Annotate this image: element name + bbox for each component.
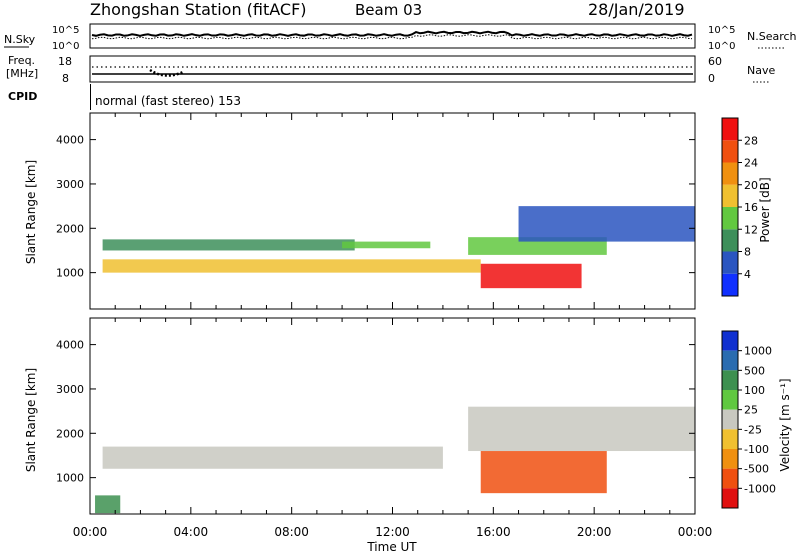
velocity-data-layer — [95, 406, 695, 514]
nsearch-label: N.Search — [747, 30, 797, 43]
freq-tick-top: 18 — [58, 55, 72, 68]
velocity-cbar-tick-label: 25 — [744, 404, 758, 417]
velocity-cbar-tick-label: -100 — [744, 443, 769, 456]
freq-tick-bottom: 8 — [62, 72, 69, 85]
echo-region — [102, 259, 481, 273]
echo-region — [342, 241, 431, 249]
power-cbar-tick-label: 24 — [744, 157, 758, 170]
power-cbar-cell — [722, 184, 738, 207]
velocity-cbar-cell — [722, 409, 738, 430]
velocity-cbar-cell — [722, 390, 738, 410]
time-tick-label: 16:00 — [476, 525, 511, 539]
power-cbar-cell — [722, 273, 738, 296]
velocity-cbar-tick-label: 100 — [744, 384, 765, 397]
freq-panel-frame — [89, 55, 696, 83]
power-axis-ticks: 1000 2000 3000 4000 — [56, 113, 696, 309]
range-tick-label: 1000 — [56, 267, 84, 280]
power-cbar-cell — [722, 118, 738, 141]
velocity-cbar-tick-label: 500 — [744, 364, 765, 377]
power-cbar-tick-label: 12 — [744, 223, 758, 236]
velocity-cbar-tick-label: -500 — [744, 463, 769, 476]
time-tick-label: 20:00 — [577, 525, 612, 539]
power-cbar-tick-label: 20 — [744, 179, 758, 192]
velocity-cbar-cell — [722, 331, 738, 351]
echo-region — [95, 495, 121, 514]
power-cbar-label: Power [dB] — [758, 177, 772, 242]
velocity-cbar-cell — [722, 468, 738, 489]
echo-region — [468, 406, 695, 452]
cpid-panel: CPID normal (fast stereo) 153 — [8, 84, 241, 110]
power-ylabel: Slant Range [km] — [24, 160, 38, 264]
freq-label: Freq. — [8, 54, 35, 67]
power-panel: 1000 2000 3000 4000 Slant Range [km] 4 8 12 16… — [24, 112, 772, 310]
time-tick-label: 00:00 — [73, 525, 108, 539]
freq-unit-label: [MHz] — [6, 67, 38, 80]
noise-tick-right-bottom: 10^0 — [708, 41, 735, 52]
power-cbar-cell — [722, 251, 738, 274]
power-cbar-cell — [722, 229, 738, 252]
noise-tick-left-bottom: 10^0 — [52, 41, 79, 52]
power-cbar-cell — [722, 162, 738, 185]
noise-tick-left-top: 10^5 — [52, 25, 79, 36]
time-tick-label: 04:00 — [174, 525, 209, 539]
power-cbar-cell — [722, 207, 738, 230]
range-tick-label: 1000 — [56, 472, 84, 485]
velocity-cbar-cell — [722, 350, 738, 371]
range-tick-label: 2000 — [56, 222, 84, 235]
noise-search-line — [91, 34, 693, 40]
power-colorbar: 4 8 12 16 20 24 28 — [721, 117, 758, 297]
velocity-cbar-tick-label: 1000 — [744, 345, 772, 358]
range-tick-label: 3000 — [56, 383, 84, 396]
range-tick-label: 4000 — [56, 134, 84, 147]
noise-panel-frame — [89, 23, 696, 49]
time-tick-label: 12:00 — [375, 525, 410, 539]
x-axis-labels: 00:00 04:00 08:00 12:00 16:00 20:00 00:00 — [73, 525, 713, 539]
velocity-panel: 1000 2000 3000 4000 Slant Range [km] 1000 50… — [24, 317, 792, 515]
beam-title: Beam 03 — [355, 1, 422, 19]
range-tick-label: 2000 — [56, 427, 84, 440]
cpid-label: CPID — [8, 90, 37, 103]
freq-dip — [149, 68, 184, 77]
date-title: 28/Jan/2019 — [588, 0, 685, 19]
velocity-cbar-tick-label: -25 — [744, 423, 762, 436]
velocity-axis-ticks: 1000 2000 3000 4000 — [56, 318, 696, 514]
range-tick-label: 4000 — [56, 339, 84, 352]
nave-tick-top: 60 — [708, 55, 722, 68]
echo-region — [480, 263, 582, 289]
velocity-colorbar: 1000 500 100 25 -25 -100 -500 -1000 — [721, 330, 776, 509]
power-cbar-tick-label: 16 — [744, 201, 758, 214]
velocity-cbar-cell — [722, 449, 738, 469]
nave-tick-bottom: 0 — [708, 72, 715, 85]
noise-tick-right-top: 10^5 — [708, 25, 735, 36]
velocity-cbar-frame — [721, 330, 739, 509]
nsky-label: N.Sky — [4, 33, 36, 46]
power-cbar-cell — [722, 140, 738, 163]
echo-region — [480, 451, 607, 494]
echo-region — [102, 446, 443, 469]
velocity-cbar-cell — [722, 370, 738, 390]
velocity-cbar-cell — [722, 429, 738, 449]
freq-panel: Freq. [MHz] 18 8 60 0 Nave — [6, 54, 775, 85]
velocity-cbar-tick-label: -1000 — [744, 482, 776, 495]
x-axis-title: Time UT — [366, 540, 417, 554]
echo-region — [102, 239, 355, 251]
echo-region — [518, 206, 695, 242]
velocity-cbar-label: Velocity [m s⁻¹] — [778, 378, 792, 471]
range-tick-label: 3000 — [56, 178, 84, 191]
velocity-cbar-cell — [722, 488, 738, 508]
velocity-ylabel: Slant Range [km] — [24, 368, 38, 472]
cpid-text: normal (fast stereo) 153 — [95, 94, 241, 108]
noise-sky-line — [91, 30, 693, 37]
nave-label: Nave — [747, 64, 775, 77]
time-tick-label: 00:00 — [678, 525, 713, 539]
station-title: Zhongshan Station (fitACF) — [90, 0, 307, 19]
time-tick-label: 08:00 — [274, 525, 309, 539]
power-cbar-tick-label: 8 — [744, 246, 751, 259]
power-cbar-tick-label: 4 — [744, 268, 751, 281]
power-cbar-tick-label: 28 — [744, 134, 758, 147]
noise-panel: N.Sky 10^5 10^0 10^5 10^0 N.Search — [4, 23, 797, 52]
power-data-layer — [102, 206, 695, 289]
